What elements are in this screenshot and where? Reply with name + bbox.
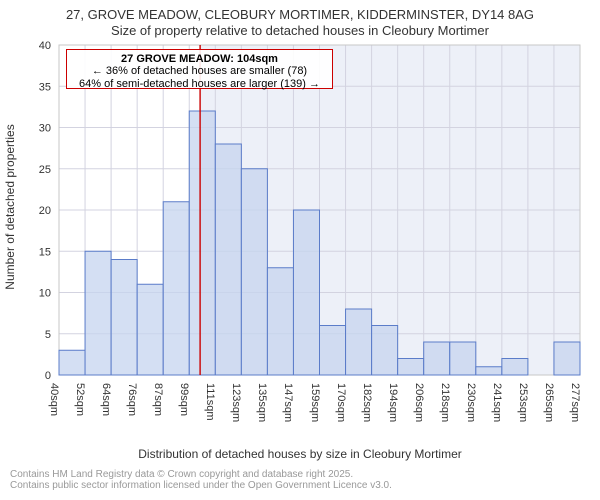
svg-text:5: 5 [45,329,51,341]
svg-text:20: 20 [39,205,51,217]
svg-text:0: 0 [45,370,51,382]
svg-text:10: 10 [39,288,51,300]
svg-text:30: 30 [39,123,51,135]
svg-text:35: 35 [39,81,51,93]
svg-text:40: 40 [39,40,51,52]
svg-text:25: 25 [39,164,51,176]
svg-text:15: 15 [39,246,51,258]
